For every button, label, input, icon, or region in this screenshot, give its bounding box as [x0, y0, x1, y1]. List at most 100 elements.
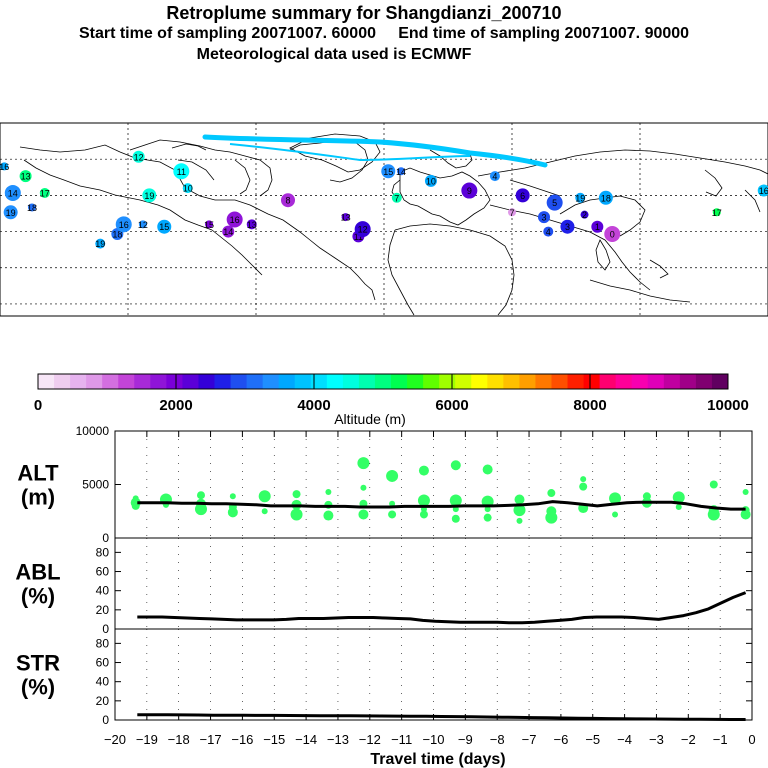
plume-marker-label: 3 — [541, 213, 546, 223]
plume-marker: 15 — [204, 220, 214, 230]
plume-trail — [202, 134, 548, 168]
x-tick-label: −5 — [585, 732, 600, 747]
plume-marker-dot — [604, 225, 621, 242]
abl-unit: (%) — [21, 584, 55, 609]
plume-marker-label: 7 — [509, 208, 514, 218]
plume-marker-dot — [4, 184, 21, 201]
colorbar-swatch — [679, 374, 697, 389]
str-unit: (%) — [21, 675, 55, 700]
alt-data-point — [483, 513, 492, 522]
alt-data-point — [196, 491, 205, 500]
plume-marker-dot — [95, 238, 106, 249]
plume-marker: 19 — [95, 238, 106, 249]
plume-marker: 16 — [115, 216, 132, 233]
alt-data-point — [672, 491, 685, 504]
colorbar-swatch — [246, 374, 264, 389]
colorbar-tick-label: 0 — [34, 397, 42, 414]
x-tick-label: −18 — [168, 732, 190, 747]
abl-y-tick-label: 20 — [96, 603, 110, 617]
plume-marker-dot — [424, 174, 437, 187]
plume-marker-dot — [397, 167, 406, 176]
plume-marker: 13 — [19, 170, 32, 183]
colorbar-swatch — [102, 374, 119, 389]
alt-series-line — [137, 500, 746, 511]
alt-data-point — [130, 497, 141, 508]
plume-marker-label: 13 — [247, 220, 257, 230]
plume-marker-label: 12 — [138, 220, 148, 230]
alt-data-point — [419, 510, 428, 519]
colorbar-swatch — [278, 374, 296, 389]
plume-marker-dot — [246, 219, 257, 230]
plume-marker-label: 9 — [467, 186, 472, 196]
plume-path — [202, 134, 548, 168]
colorbar-swatch — [294, 374, 312, 389]
str-frame — [114, 628, 753, 721]
colorbar-swatch — [455, 374, 472, 389]
plume-marker-dot — [391, 192, 402, 203]
plume-marker-dot — [580, 210, 589, 219]
plume-marker-label: 17 — [40, 188, 50, 198]
x-tick-label: −15 — [263, 732, 285, 747]
abl-frame — [114, 537, 753, 630]
x-tick-label: −3 — [649, 732, 664, 747]
plume-trail-secondary — [229, 143, 471, 162]
plume-marker-dot — [354, 221, 371, 238]
plume-marker: 7 — [391, 192, 402, 203]
plume-marker-label: 11 — [177, 167, 186, 177]
alt-data-point — [484, 506, 491, 513]
alt-y-tick-label: 10000 — [76, 424, 110, 438]
alt-data-point — [612, 511, 619, 518]
alt-data-point — [418, 465, 429, 476]
plume-marker-label: 16 — [0, 162, 9, 172]
alt-data-point — [675, 503, 682, 510]
alt-data-point — [482, 464, 493, 475]
plume-marker: 3 — [560, 219, 575, 234]
plume-marker-dot — [560, 219, 575, 234]
str-panel: 0 20 40 60 80 STR(%) — [16, 628, 753, 727]
plume-marker: 10 — [424, 174, 437, 187]
colorbar-swatch — [182, 374, 199, 389]
plume-marker-dot — [0, 162, 9, 171]
str-y-tick-label: 80 — [96, 636, 110, 650]
plume-marker: 6 — [515, 188, 530, 203]
x-tick-label: −13 — [327, 732, 349, 747]
alt-data-point — [227, 507, 238, 518]
alt-data-point — [325, 488, 332, 495]
plume-marker-label: 19 — [6, 208, 16, 218]
plume-marker: 4 — [489, 171, 500, 182]
colorbar-swatch — [342, 374, 360, 389]
plume-marker-dot — [138, 220, 147, 229]
plume-marker: 13 — [247, 219, 257, 230]
plume-marker: 5 — [546, 194, 563, 211]
alt-data-point — [516, 517, 523, 524]
plume-marker-label: 0 — [610, 229, 615, 239]
alt-data-point — [360, 484, 367, 491]
plume-marker-dot — [132, 150, 145, 163]
colorbar-swatch — [407, 374, 424, 389]
x-tick-label: −12 — [359, 732, 381, 747]
plume-marker-label: 11 — [354, 232, 363, 242]
x-tick-label: −4 — [617, 732, 632, 747]
abl-y-tick-label: 60 — [96, 565, 110, 579]
alt-data-point — [358, 509, 369, 520]
colorbar-swatch — [38, 374, 55, 389]
colorbar-swatch — [374, 374, 392, 389]
alt-data-point — [742, 488, 749, 495]
plume-marker-label: 14 — [223, 227, 233, 237]
plume-marker: 16 — [757, 184, 768, 197]
colorbar-swatch — [439, 374, 456, 389]
plume-marker: 18 — [27, 203, 37, 213]
plume-marker-label: 15 — [159, 222, 169, 232]
plume-marker: 16 — [0, 162, 9, 172]
plume-marker-dot — [226, 211, 243, 228]
colorbar-tick-label: 10000 — [707, 397, 749, 414]
colorbar-swatch — [663, 374, 681, 389]
plume-marker-dot — [712, 208, 721, 217]
colorbar-swatch — [54, 374, 71, 389]
plume-marker-dot — [115, 216, 132, 233]
x-tick-label: −1 — [713, 732, 728, 747]
plume-marker: 19 — [142, 188, 157, 203]
sampling-start-value: 20071007. 60000 — [251, 25, 376, 42]
